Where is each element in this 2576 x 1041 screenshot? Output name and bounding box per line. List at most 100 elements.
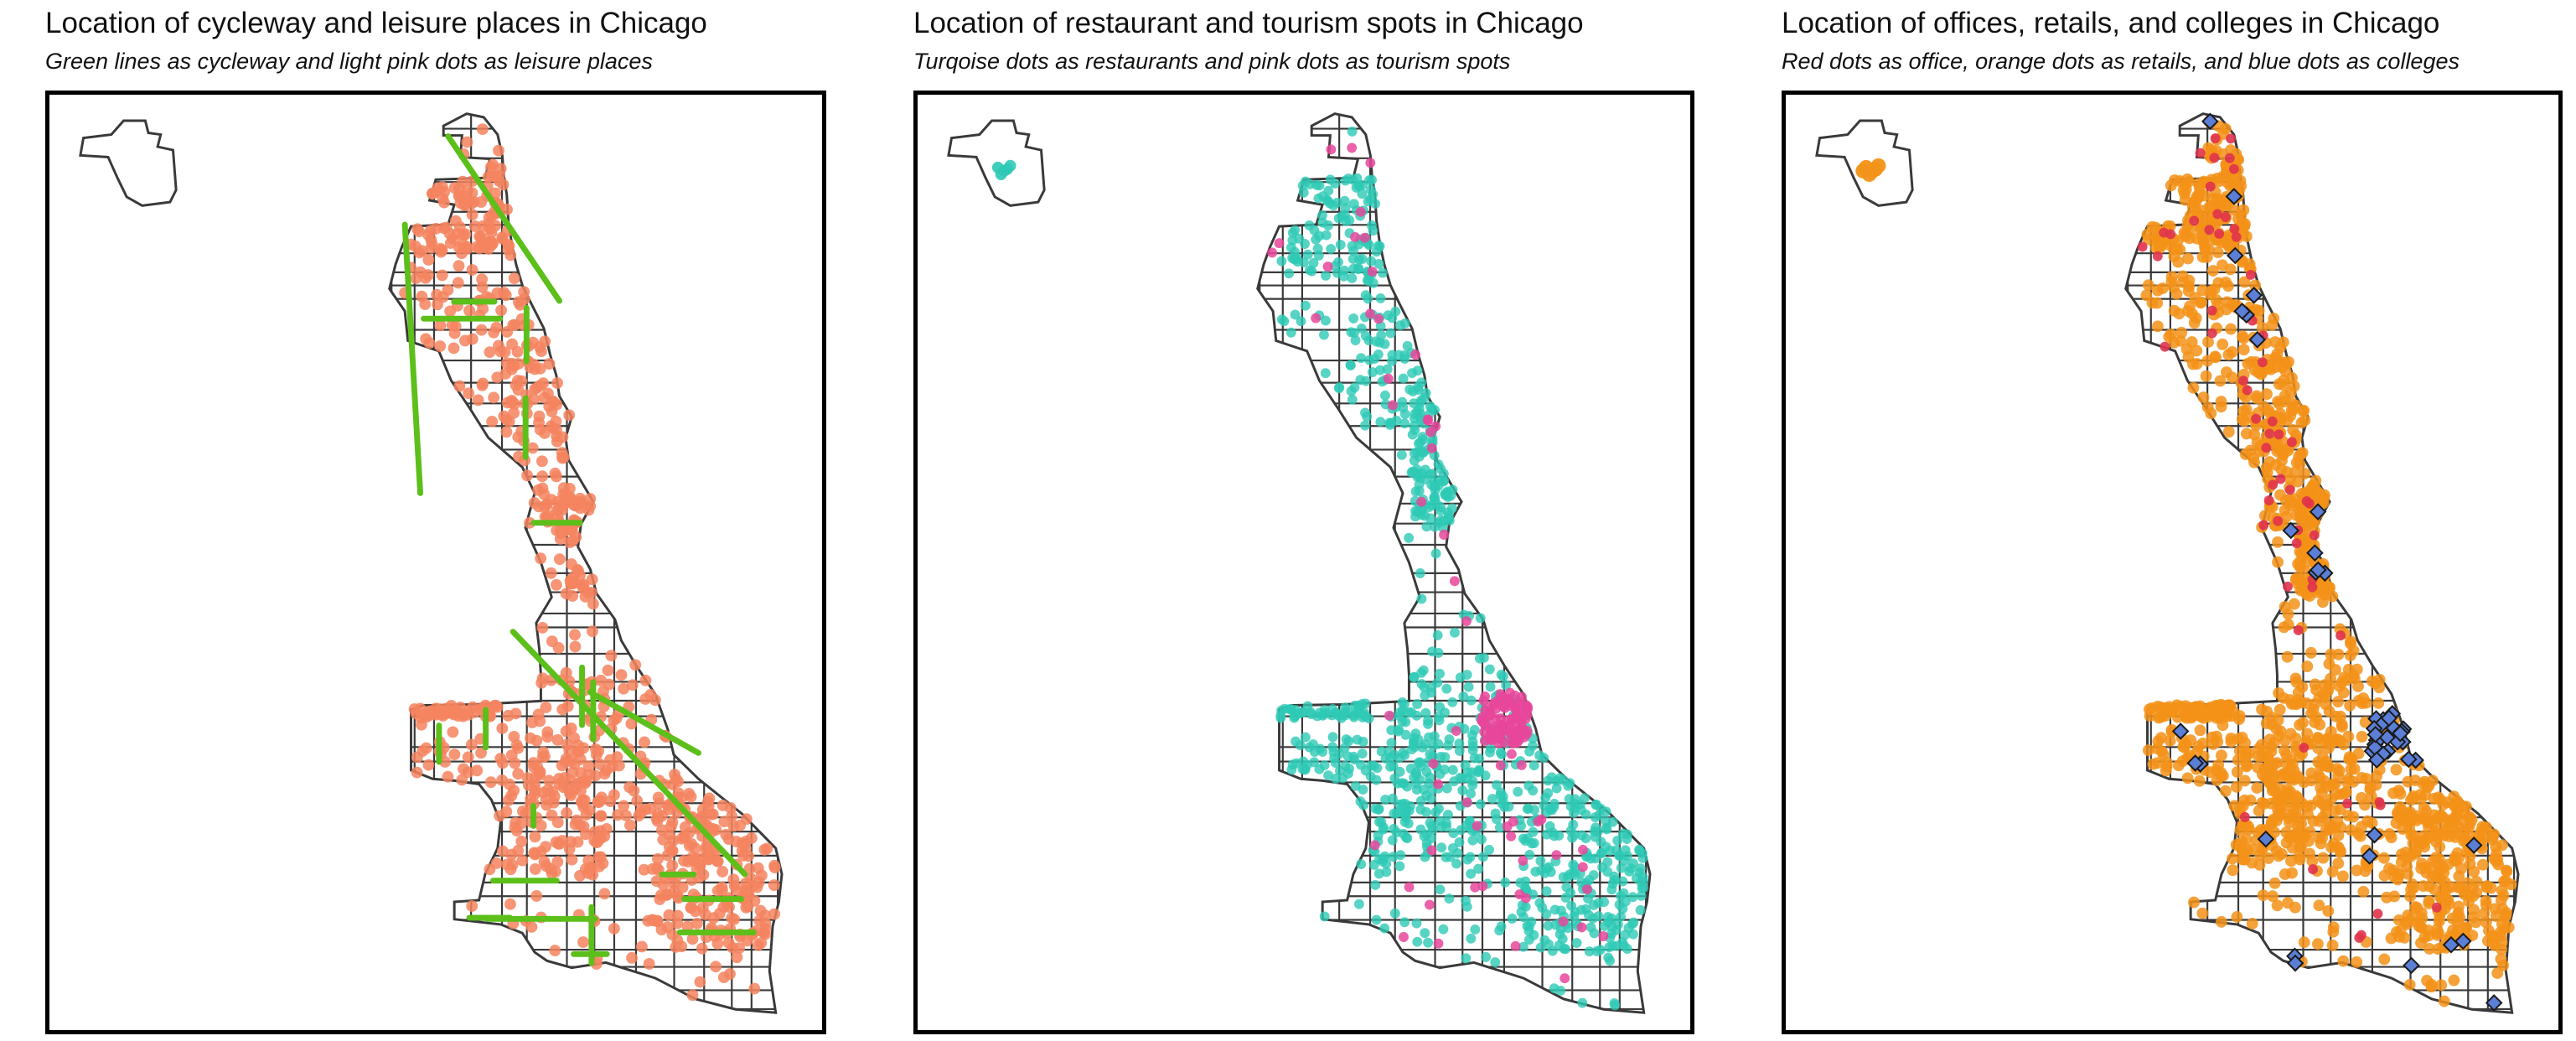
restaurant-dot (1601, 806, 1611, 817)
restaurant-dot (1438, 924, 1449, 935)
tourism-dot (1517, 691, 1527, 702)
retail-dot (2433, 927, 2444, 940)
leisure-dot (618, 800, 630, 812)
retail-dot (2238, 774, 2251, 787)
retail-dot (2365, 790, 2377, 803)
restaurant-dot (1467, 835, 1478, 846)
retail-dot (2151, 320, 2164, 333)
restaurant-dot (1368, 859, 1379, 870)
restaurant-dot (1347, 394, 1358, 405)
tourism-dot (1322, 262, 1333, 272)
leisure-dot (565, 836, 577, 848)
retail-dot (2488, 852, 2501, 865)
restaurant-dot (1551, 783, 1562, 794)
leisure-dot (451, 228, 463, 241)
office-dot (2160, 341, 2170, 352)
retail-dot (2351, 956, 2363, 968)
retail-dot (2383, 827, 2396, 840)
leisure-dot (624, 819, 636, 831)
retail-dot (2258, 400, 2270, 412)
retail-dot (2268, 877, 2281, 889)
retail-dot (2284, 785, 2296, 798)
leisure-dot (722, 936, 735, 949)
college-marker (2454, 932, 2472, 950)
leisure-dot (513, 450, 525, 463)
retail-dot (2392, 806, 2404, 819)
retail-dot (2268, 773, 2279, 785)
office-dot (2137, 241, 2148, 252)
leisure-dot (730, 836, 742, 848)
tourism-dot (1504, 719, 1515, 730)
retail-dot (2302, 835, 2315, 847)
restaurant-dot (1539, 935, 1550, 945)
leisure-dot (463, 304, 475, 317)
restaurant-dot (1543, 775, 1554, 786)
restaurant-dot (1410, 742, 1420, 753)
retail-dot (2151, 284, 2164, 297)
city-outline (1256, 112, 1652, 1014)
leisure-dot (458, 763, 469, 775)
leisure-dot (568, 499, 580, 511)
leisure-dot (423, 337, 436, 349)
retail-dot (2488, 828, 2500, 841)
restaurant-dot (1435, 668, 1445, 679)
college-marker (2485, 994, 2503, 1012)
retail-dot (2420, 805, 2433, 817)
restaurant-dot (1490, 957, 1501, 968)
tourism-dot (1430, 421, 1441, 432)
leisure-dot (463, 387, 475, 400)
restaurant-dot (1327, 704, 1338, 714)
college-marker (2186, 754, 2204, 772)
leisure-dot (566, 558, 577, 571)
restaurant-dot (1524, 746, 1535, 757)
restaurant-dot (1399, 318, 1410, 329)
retail-dot (2332, 841, 2345, 853)
leisure-dot (471, 764, 484, 777)
restaurant-dot (1585, 922, 1596, 933)
leisure-dot (489, 187, 502, 199)
restaurant-dot (1298, 756, 1309, 767)
restaurant-dot (1380, 795, 1391, 805)
retail-dot (2231, 766, 2243, 778)
restaurant-dot (1434, 803, 1444, 814)
tourism-dot (1461, 797, 1472, 808)
retail-dot (2318, 774, 2330, 787)
retail-dot (2153, 712, 2165, 724)
retail-dot (2251, 436, 2263, 448)
restaurant-dot (1434, 715, 1445, 726)
retail-dot (2464, 857, 2476, 870)
leisure-dot (768, 862, 781, 874)
leisure-dot (524, 516, 536, 529)
retail-dot (2356, 697, 2368, 710)
leisure-dot (579, 590, 592, 603)
leisure-dot (565, 576, 577, 588)
restaurant-dot (1374, 241, 1385, 251)
retail-dot (2171, 243, 2183, 256)
retail-dot (2165, 271, 2178, 283)
restaurant-dot (1300, 732, 1311, 743)
restaurant-dot (1466, 933, 1477, 944)
tourism-dot (1449, 576, 1460, 587)
leisure-dot (409, 240, 422, 252)
leisure-dot (639, 803, 652, 816)
restaurant-dot (1412, 936, 1423, 947)
leisure-dot (594, 810, 607, 822)
leisure-dot (694, 976, 706, 988)
restaurant-dot (1345, 360, 1356, 370)
tourism-dot (1399, 932, 1409, 942)
retail-dot (2181, 772, 2194, 785)
restaurant-dot (1428, 740, 1439, 751)
restaurant-dot (1413, 758, 1424, 769)
leisure-dot (510, 739, 523, 751)
restaurant-dot (1463, 681, 1474, 692)
leisure-dot (639, 674, 652, 686)
restaurant-dot (1461, 820, 1472, 831)
leisure-dot (716, 884, 728, 896)
restaurant-dot (1357, 748, 1368, 759)
restaurant-dot (1373, 805, 1384, 815)
restaurant-dot (1626, 863, 1637, 874)
retail-dot (2461, 877, 2474, 889)
office-dot (2220, 212, 2231, 222)
office-dot (2206, 305, 2217, 316)
leisure-dot (504, 898, 516, 910)
